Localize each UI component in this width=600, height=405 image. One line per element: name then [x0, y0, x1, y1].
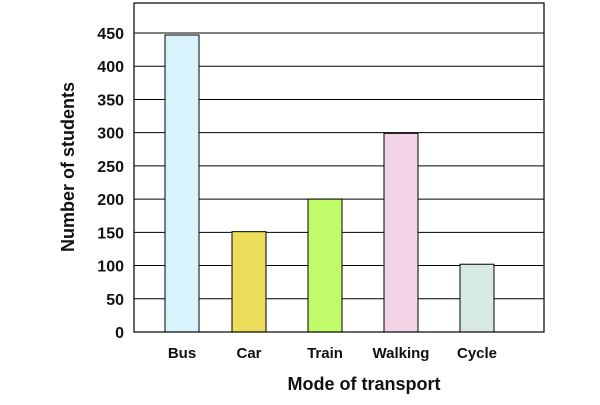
bar-walking — [383, 132, 419, 333]
x-tick-label: Car — [236, 345, 261, 362]
x-axis-title: Mode of transport — [288, 374, 441, 394]
bar-car — [231, 231, 267, 333]
x-tick-label: Train — [307, 345, 343, 362]
plot-frame — [133, 2, 545, 333]
y-tick-label: 400 — [97, 59, 124, 76]
bar-bus — [164, 34, 200, 333]
bars — [164, 34, 495, 333]
y-tick-label: 450 — [97, 26, 124, 43]
y-tick-label: 0 — [115, 325, 124, 342]
y-tick-labels: 0 50 100 150 200 250 300 350 400 450 — [97, 26, 124, 342]
bar-train — [307, 198, 343, 333]
y-tick-label: 50 — [106, 292, 124, 309]
x-tick-labels: Bus Car Train Walking Cycle — [168, 345, 497, 362]
y-tick-label: 350 — [97, 92, 124, 109]
y-axis-title: Number of students — [58, 82, 78, 252]
y-tick-label: 200 — [97, 192, 124, 209]
y-tick-label: 150 — [97, 225, 124, 242]
x-tick-label: Bus — [168, 345, 196, 362]
y-tick-label: 100 — [97, 259, 124, 276]
x-tick-label: Cycle — [457, 345, 497, 362]
bar-cycle — [459, 263, 495, 333]
x-tick-label: Walking — [373, 345, 430, 362]
y-tick-label: 250 — [97, 159, 124, 176]
grid-lines — [134, 32, 544, 300]
y-tick-label: 300 — [97, 126, 124, 143]
